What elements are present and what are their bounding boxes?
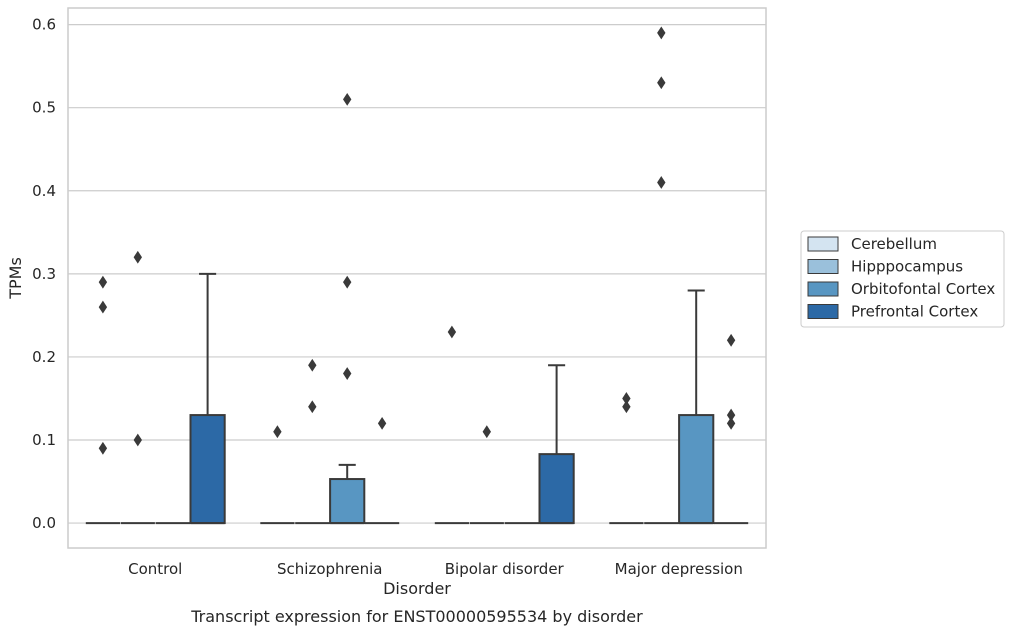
legend-frame	[800, 230, 1005, 328]
flier	[377, 416, 387, 430]
box	[538, 453, 575, 525]
y-tick-label: 0.5	[32, 99, 56, 117]
y-tick-label: 0.2	[32, 348, 56, 366]
x-tick-label: Bipolar disorder	[445, 560, 565, 578]
flier	[657, 176, 666, 189]
legend-items: Cerebellum Hipppocampus Orbitofontal Corte…	[807, 235, 995, 321]
box	[189, 414, 226, 525]
flier	[308, 358, 317, 372]
boxes-layer	[85, 272, 749, 525]
legend-label: Orbitofontal Cortex	[851, 280, 995, 298]
flier	[98, 300, 108, 314]
y-axis-label: TPMs	[6, 257, 25, 300]
flier	[308, 400, 317, 414]
flier	[98, 275, 108, 289]
flier	[133, 250, 142, 264]
flier	[657, 76, 666, 90]
x-tick-label: Control	[128, 560, 182, 578]
flier	[273, 425, 282, 439]
flier	[482, 425, 491, 439]
flier	[133, 433, 142, 447]
y-tick-label: 0.3	[32, 265, 56, 283]
box	[678, 414, 715, 525]
legend-label: Cerebellum	[851, 235, 937, 253]
flier	[343, 92, 352, 106]
fliers-layer	[98, 26, 736, 455]
y-tick-label: 0.1	[32, 431, 56, 449]
legend-label: Hipppocampus	[851, 258, 963, 276]
flier	[726, 333, 736, 347]
x-axis-label: Disorder	[383, 579, 451, 598]
x-tick-label: Schizophrenia	[277, 560, 382, 578]
y-tick-label: 0.4	[32, 182, 56, 200]
x-axis-ticks: Control Schizophrenia Bipolar disorder Majo…	[128, 560, 743, 578]
legend: Cerebellum Hipppocampus Orbitofontal Corte…	[800, 230, 1005, 328]
y-tick-label: 0.6	[32, 16, 56, 34]
flier	[98, 441, 108, 455]
flier	[622, 400, 631, 414]
box	[329, 478, 366, 525]
x-tick-label: Major depression	[615, 560, 743, 578]
flier	[343, 367, 352, 380]
flier	[657, 26, 666, 40]
flier	[726, 416, 736, 430]
legend-label: Prefrontal Cortex	[851, 303, 978, 321]
flier	[447, 325, 457, 339]
legend-swatch	[807, 281, 839, 297]
flier	[343, 275, 352, 289]
figure-caption: Transcript expression for ENST0000059553…	[190, 607, 643, 626]
y-tick-label: 0.0	[32, 514, 56, 532]
y-axis-ticks: 0.0 0.1 0.2 0.3 0.4 0.5 0.6	[32, 16, 56, 532]
plot-area	[67, 7, 767, 549]
legend-swatch	[807, 304, 839, 319]
legend-swatch	[807, 259, 839, 274]
legend-swatch	[807, 236, 839, 252]
